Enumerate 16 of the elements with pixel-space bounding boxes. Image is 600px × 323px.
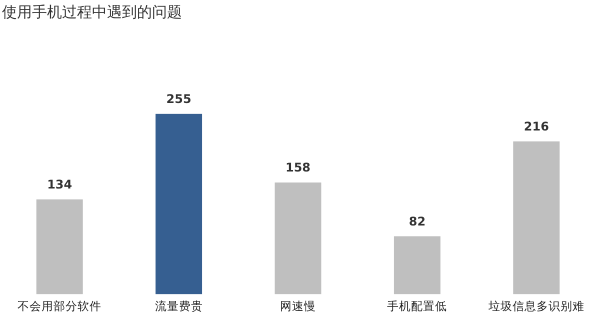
x-tick-label: 手机配置低: [387, 299, 448, 314]
data-label: 82: [408, 214, 426, 228]
chart-title: 使用手机过程中遇到的问题: [2, 3, 182, 22]
x-tick-label: 垃圾信息多识别难: [487, 299, 584, 314]
bar: [36, 199, 83, 294]
x-tick-label: 流量费贵: [154, 299, 203, 314]
bar: [513, 141, 560, 294]
data-label: 158: [285, 160, 311, 175]
bar: [156, 114, 202, 294]
data-label: 255: [166, 92, 192, 106]
data-label: 216: [524, 120, 549, 134]
x-tick-label: 不会用部分软件: [18, 299, 102, 314]
data-label: 134: [47, 178, 72, 192]
x-tick-label: 网速慢: [280, 299, 316, 314]
bar: [394, 236, 440, 294]
bar: [274, 182, 322, 294]
